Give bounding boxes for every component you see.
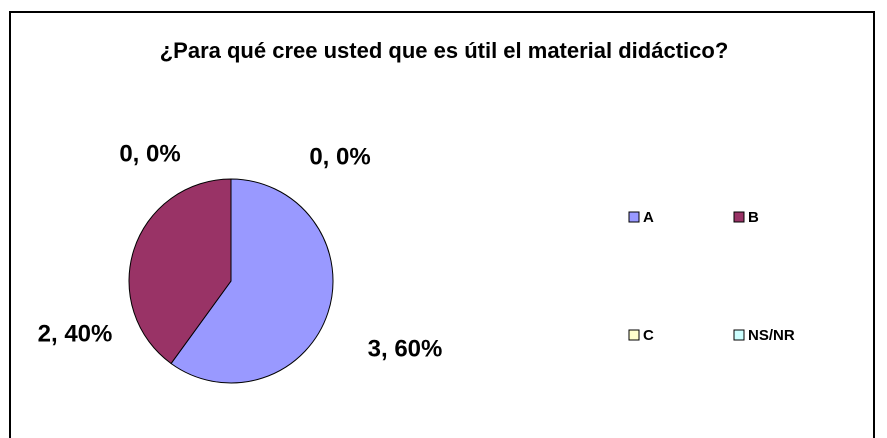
pie-slice xyxy=(170,178,334,384)
legend-swatch xyxy=(628,329,640,341)
data-label: 0, 0% xyxy=(119,140,180,167)
legend-label: B xyxy=(748,209,759,226)
legend-swatch xyxy=(733,211,745,223)
data-label: 2, 40% xyxy=(38,320,113,347)
legend-swatch xyxy=(733,329,745,341)
legend-label: C xyxy=(643,327,654,344)
data-label: 3, 60% xyxy=(368,335,443,362)
chart-title: ¿Para qué cree usted que es útil el mate… xyxy=(159,38,729,63)
data-label: 0, 0% xyxy=(309,143,370,170)
chart-frame xyxy=(9,11,875,438)
legend-label: NS/NR xyxy=(748,327,795,344)
pie-slice xyxy=(128,178,232,365)
legend-swatch xyxy=(628,211,640,223)
legend-label: A xyxy=(643,209,654,226)
